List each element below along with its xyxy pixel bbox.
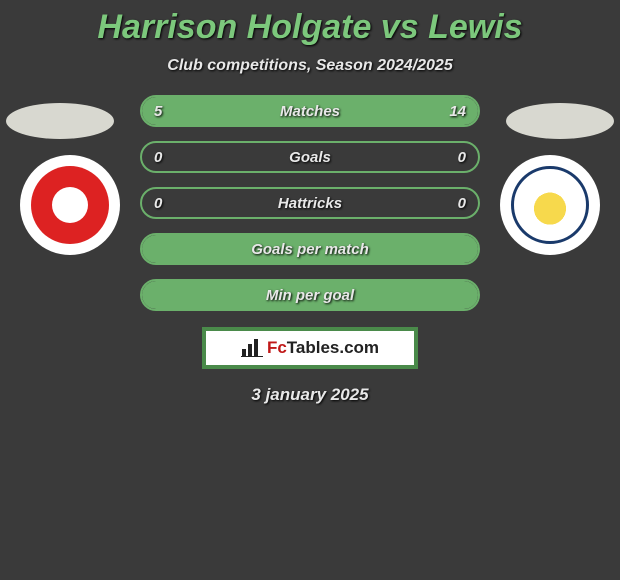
stat-label: Goals: [289, 149, 331, 166]
stat-row: Min per goal: [140, 279, 480, 311]
player-photo-placeholder-left: [6, 103, 114, 139]
comparison-body: 5 Matches 14 0 Goals 0 0 Hattricks 0 Goals per ma…: [0, 95, 620, 405]
stat-value-right: 0: [458, 149, 466, 166]
brand-text: FcTables.com: [267, 338, 379, 358]
stat-value-right: 0: [458, 195, 466, 212]
stat-label: Min per goal: [266, 287, 354, 304]
comparison-subtitle: Club competitions, Season 2024/2025: [0, 57, 620, 75]
stat-row: 0 Hattricks 0: [140, 187, 480, 219]
stat-row: 0 Goals 0: [140, 141, 480, 173]
stat-row: Goals per match: [140, 233, 480, 265]
stat-value-left: 5: [154, 103, 162, 120]
stat-rows: 5 Matches 14 0 Goals 0 0 Hattricks 0 Goals per ma…: [140, 95, 480, 311]
bar-chart-icon: [241, 339, 263, 357]
comparison-title: Harrison Holgate vs Lewis: [0, 0, 620, 47]
stat-row: 5 Matches 14: [140, 95, 480, 127]
stat-value-right: 14: [449, 103, 466, 120]
stat-label: Matches: [280, 103, 340, 120]
stat-label: Hattricks: [278, 195, 342, 212]
wimbledon-badge-icon: [511, 166, 589, 244]
player-photo-placeholder-right: [506, 103, 614, 139]
snapshot-date: 3 january 2025: [0, 385, 620, 405]
stat-fill-right: [229, 97, 478, 125]
stat-value-left: 0: [154, 149, 162, 166]
stat-label: Goals per match: [251, 241, 369, 258]
club-badge-left: [20, 155, 120, 255]
club-badge-right: [500, 155, 600, 255]
fleetwood-badge-icon: [31, 166, 109, 244]
brand-box[interactable]: FcTables.com: [202, 327, 418, 369]
stat-value-left: 0: [154, 195, 162, 212]
